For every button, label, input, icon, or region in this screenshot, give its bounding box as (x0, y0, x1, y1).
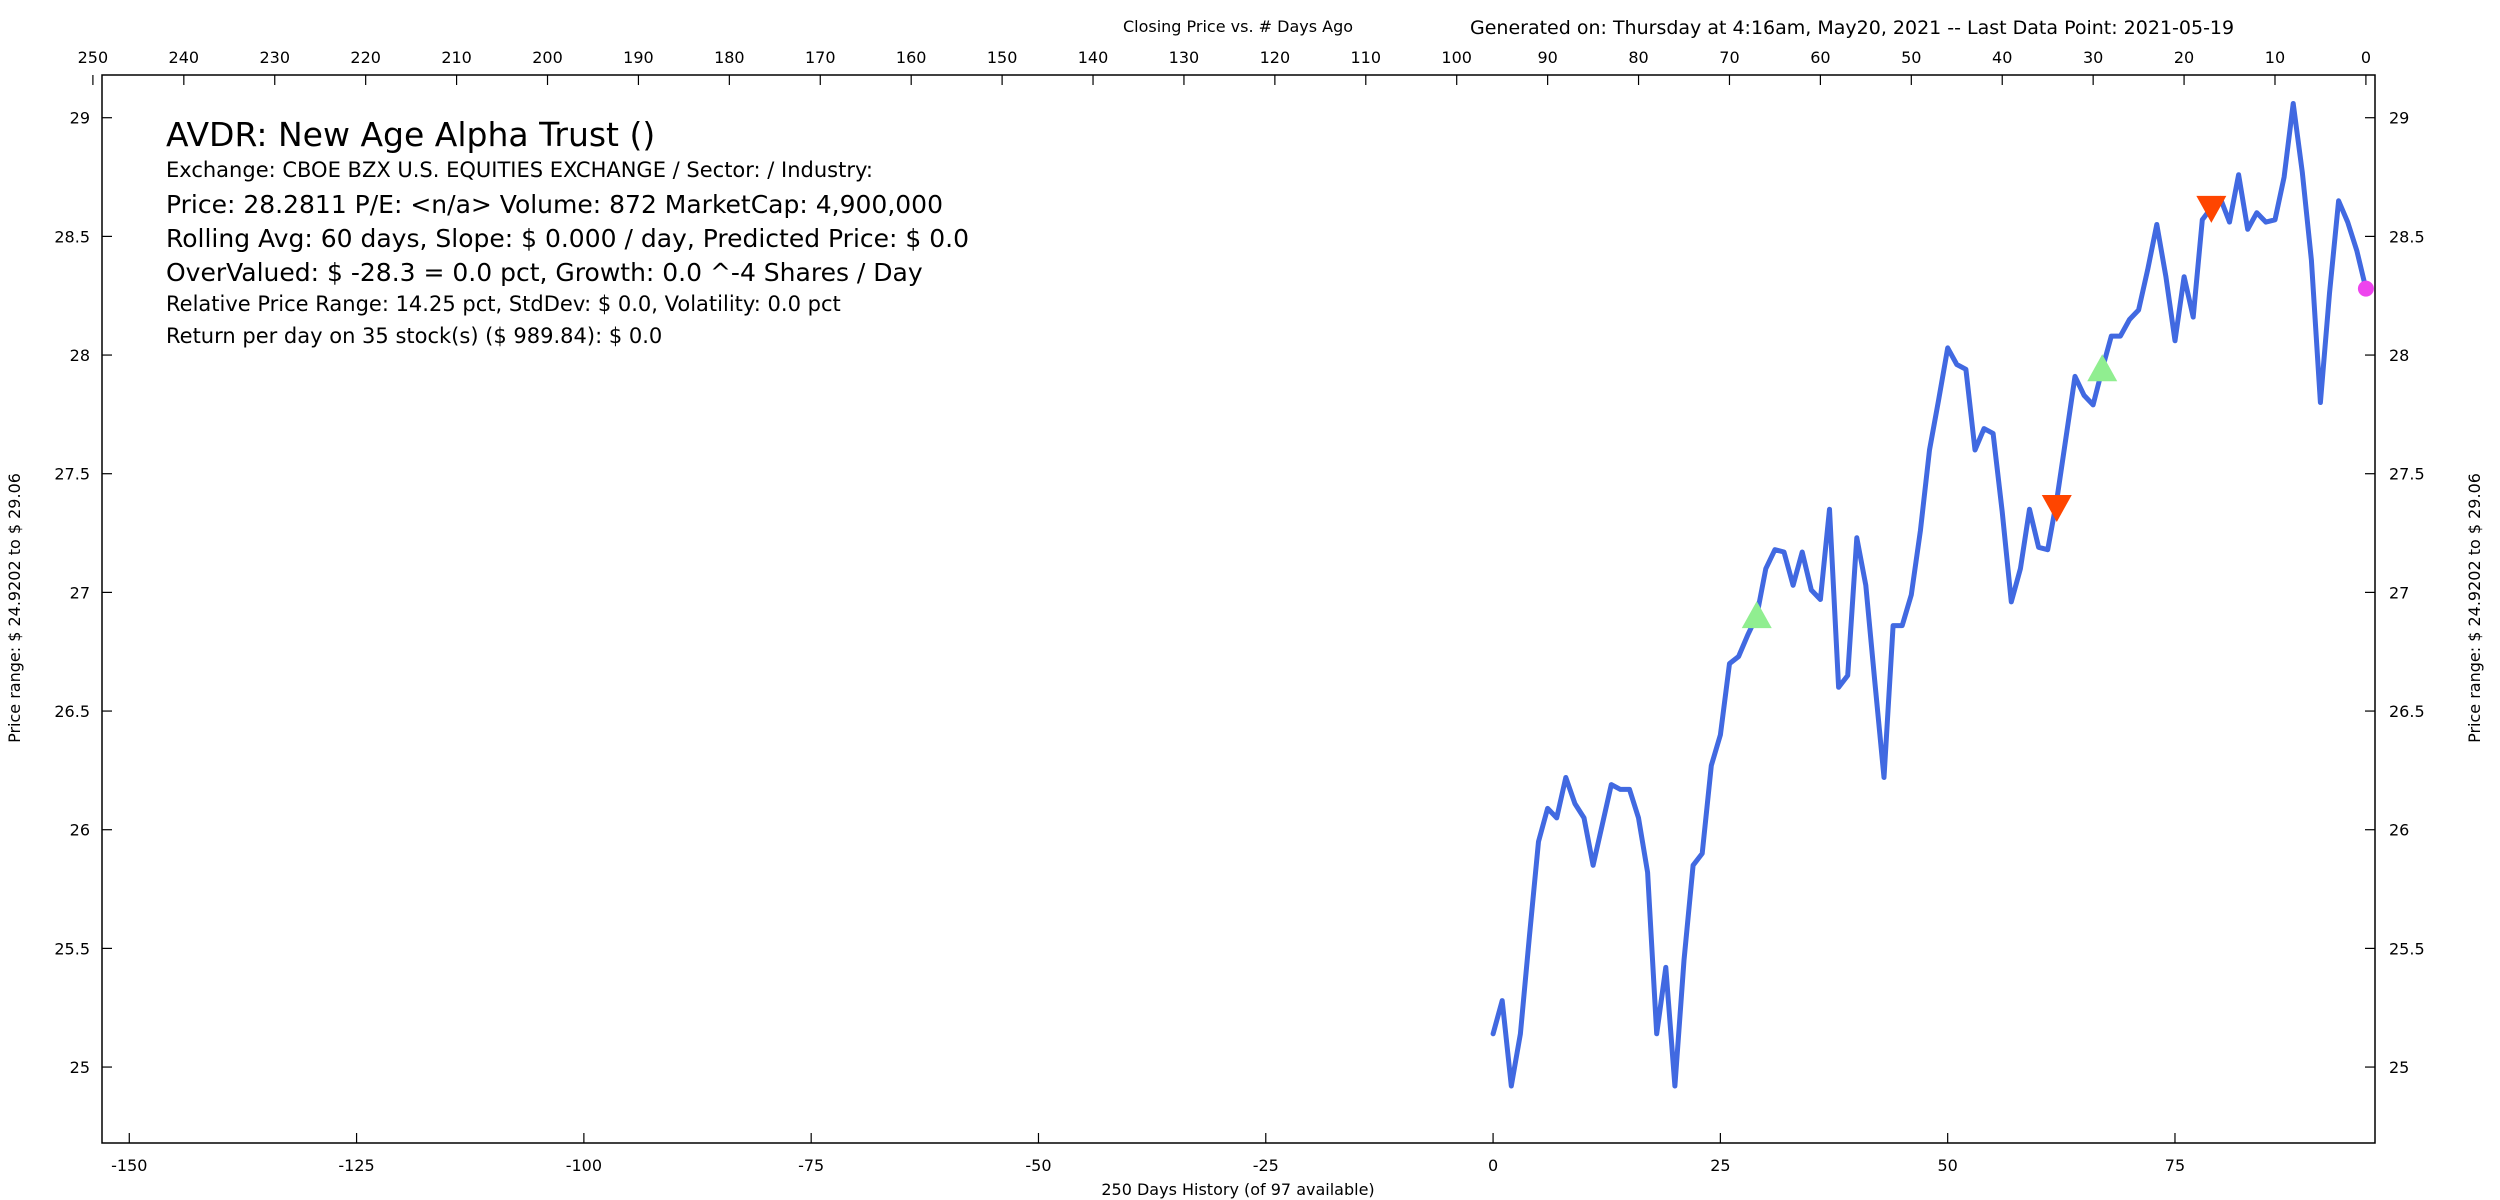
bottom-axis: -150 -125 -100 -75 -50 -25 0 25 50 75 (111, 1133, 2185, 1175)
x-top-tick-label: 130 (1169, 48, 1200, 67)
x-top-tick-label: 150 (987, 48, 1018, 67)
stock-title: AVDR: New Age Alpha Trust () (166, 115, 656, 154)
x-bottom-tick-label: 0 (1488, 1156, 1498, 1175)
x-top-tick-label: 210 (441, 48, 472, 67)
price-series-line (1490, 101, 2369, 1089)
return-line: Return per day on 35 stock(s) ($ 989.84)… (166, 324, 663, 348)
x-top-tick-label: 180 (714, 48, 745, 67)
buy-marker (1741, 601, 1772, 629)
x-top-tick-label: 90 (1537, 48, 1557, 67)
y-left-tick-label: 27 (70, 583, 90, 602)
price-range-line: Relative Price Range: 14.25 pct, StdDev:… (166, 292, 841, 316)
x-top-tick-label: 120 (1260, 48, 1291, 67)
x-bottom-tick-label: -125 (338, 1156, 374, 1175)
x-top-tick-label: 30 (2083, 48, 2103, 67)
y-right-tick-label: 27 (2389, 583, 2409, 602)
left-axis: 25 25.5 26 26.5 27 27.5 28 28.5 29 (54, 109, 112, 1077)
chart-title: Closing Price vs. # Days Ago (1123, 17, 1353, 36)
x-bottom-tick-label: -100 (566, 1156, 602, 1175)
y-left-tick-label: 27.5 (54, 465, 90, 484)
y-right-tick-label: 29 (2389, 109, 2409, 128)
x-bottom-tick-label: -75 (798, 1156, 824, 1175)
x-top-tick-label: 170 (805, 48, 836, 67)
x-top-tick-label: 50 (1901, 48, 1921, 67)
sell-marker (2041, 494, 2072, 522)
x-bottom-tick-label: -25 (1253, 1156, 1279, 1175)
exchange-line: Exchange: CBOE BZX U.S. EQUITIES EXCHANG… (166, 158, 873, 182)
y-left-tick-label: 26 (70, 821, 90, 840)
y-left-tick-label: 26.5 (54, 702, 90, 721)
stock-info-panel: AVDR: New Age Alpha Trust () Exchange: C… (166, 118, 969, 358)
x-top-tick-label: 200 (532, 48, 563, 67)
y-left-tick-label: 28.5 (54, 227, 90, 246)
x-bottom-tick-label: -50 (1025, 1156, 1051, 1175)
x-top-tick-label: 60 (1810, 48, 1830, 67)
y-right-tick-label: 25.5 (2389, 939, 2425, 958)
x-bottom-tick-label: 25 (1710, 1156, 1730, 1175)
right-axis: 25 25.5 26 26.5 27 27.5 28 28.5 29 (2365, 109, 2425, 1077)
rolling-avg-line: Rolling Avg: 60 days, Slope: $ 0.000 / d… (166, 224, 969, 253)
sell-marker (2196, 195, 2227, 223)
x-top-tick-label: 230 (259, 48, 290, 67)
x-top-tick-label: 220 (350, 48, 381, 67)
price-line-text: Price: 28.2811 P/E: <n/a> Volume: 872 Ma… (166, 190, 943, 219)
y-right-tick-label: 26.5 (2389, 702, 2425, 721)
generated-timestamp: Generated on: Thursday at 4:16am, May20,… (1470, 17, 2234, 39)
y-left-tick-label: 25.5 (54, 939, 90, 958)
y-right-tick-label: 26 (2389, 821, 2409, 840)
y-right-tick-label: 28.5 (2389, 227, 2425, 246)
plot-frame (101, 74, 2376, 1144)
y-right-tick-label: 25 (2389, 1058, 2409, 1077)
y-right-tick-label: 27.5 (2389, 465, 2425, 484)
y-axis-label-right: Price range: $ 24.9202 to $ 29.06 (2465, 473, 2484, 743)
x-top-tick-label: 100 (1441, 48, 1472, 67)
x-bottom-tick-label: 50 (1937, 1156, 1957, 1175)
x-top-tick-label: 70 (1719, 48, 1739, 67)
y-right-tick-label: 28 (2389, 346, 2409, 365)
x-top-tick-label: 0 (2361, 48, 2371, 67)
y-left-tick-label: 28 (70, 346, 90, 365)
buy-marker (2087, 354, 2118, 382)
y-left-tick-label: 25 (70, 1058, 90, 1077)
x-bottom-tick-label: -150 (111, 1156, 147, 1175)
x-top-tick-label: 80 (1628, 48, 1648, 67)
x-top-tick-label: 40 (1992, 48, 2012, 67)
x-top-tick-label: 10 (2265, 48, 2285, 67)
x-top-tick-label: 190 (623, 48, 654, 67)
y-axis-label-left: Price range: $ 24.9202 to $ 29.06 (5, 473, 24, 743)
x-top-tick-label: 20 (2174, 48, 2194, 67)
x-top-tick-label: 160 (896, 48, 927, 67)
x-top-tick-label: 140 (1078, 48, 1109, 67)
top-axis: 250 240 230 220 210 200 190 180 170 160 150 140 130 1… (78, 48, 2371, 85)
x-top-tick-label: 240 (169, 48, 200, 67)
x-top-tick-label: 110 (1351, 48, 1382, 67)
x-bottom-tick-label: 75 (2165, 1156, 2185, 1175)
trade-markers (1741, 195, 2374, 629)
x-top-tick-label: 250 (78, 48, 109, 67)
overvalued-line: OverValued: $ -28.3 = 0.0 pct, Growth: 0… (166, 258, 923, 287)
x-axis-label: 250 Days History (of 97 available) (1101, 1180, 1374, 1199)
last-data-point (2357, 280, 2374, 297)
y-left-tick-label: 29 (70, 109, 90, 128)
